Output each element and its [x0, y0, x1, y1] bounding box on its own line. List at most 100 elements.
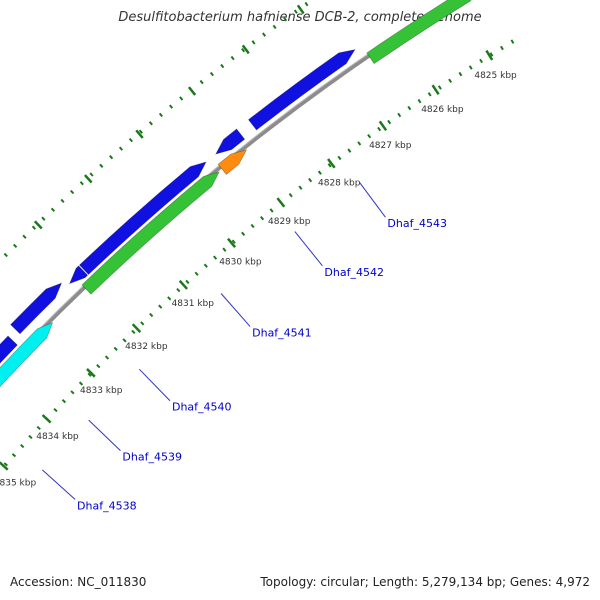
scale-minor-tick — [510, 39, 515, 44]
scale-label: 4828 kbp — [318, 178, 361, 188]
scale-minor-tick — [347, 148, 352, 153]
scale-minor-tick — [288, 193, 293, 198]
scale-major-tick — [0, 461, 9, 471]
scale-minor-tick — [489, 52, 494, 57]
gene-callout-line — [42, 469, 76, 500]
scale-major-tick — [41, 414, 52, 424]
scale-minor-tick — [437, 85, 442, 90]
gene-arrow-green — [366, 0, 472, 64]
gene-arrow-blue — [69, 265, 88, 284]
outer-minor-tick — [230, 55, 235, 61]
gene-arrow-blue — [79, 162, 206, 275]
scale-minor-tick — [357, 141, 362, 146]
scale-minor-tick — [367, 134, 372, 139]
outer-minor-tick — [199, 79, 204, 85]
scale-minor-tick — [87, 372, 92, 377]
scale-minor-tick — [78, 381, 84, 386]
scale-minor-tick — [269, 208, 274, 213]
scale-minor-tick — [500, 45, 504, 51]
scale-minor-tick — [241, 231, 246, 237]
outer-minor-tick — [272, 24, 277, 30]
scale-major-tick — [86, 368, 96, 378]
scale-minor-tick — [448, 78, 453, 84]
scale-minor-tick — [131, 329, 136, 334]
scale-major-tick — [431, 84, 440, 96]
scale-major-tick — [485, 49, 494, 61]
gene-callout-line — [294, 231, 323, 267]
outer-minor-tick — [13, 243, 18, 248]
outer-major-tick — [135, 129, 144, 139]
outer-minor-tick — [179, 96, 184, 101]
scale-major-tick — [227, 237, 237, 248]
outer-minor-tick — [70, 189, 75, 195]
gene-callout-line — [358, 181, 386, 218]
scale-minor-tick — [176, 287, 181, 293]
outer-minor-tick — [50, 207, 56, 212]
outer-minor-tick — [220, 63, 225, 69]
scale-minor-tick — [140, 321, 145, 326]
scale-minor-tick — [28, 434, 33, 440]
scale-minor-tick — [203, 263, 208, 268]
gene-callout-line — [88, 419, 121, 451]
map-title: Desulfitobacterium hafniense DCB-2, comp… — [118, 10, 482, 25]
genome-backbone — [0, 0, 458, 376]
outer-minor-tick — [304, 1, 309, 7]
outer-minor-tick — [3, 252, 8, 258]
scale-minor-tick — [298, 185, 303, 190]
scale-label: 4835 kbp — [0, 479, 36, 489]
scale-minor-tick — [397, 112, 402, 118]
accession-label: Accession: NC_011830 — [10, 575, 147, 589]
scale-minor-tick — [113, 346, 118, 352]
gene-arrow-edge — [217, 149, 248, 176]
genome-summary: Topology: circular; Length: 5,279,134 bp… — [260, 575, 590, 589]
scale-minor-tick — [308, 177, 313, 183]
outer-minor-tick — [262, 32, 267, 37]
scale-label: 4831 kbp — [172, 299, 215, 309]
scale-major-tick — [276, 197, 286, 208]
outer-major-tick — [187, 86, 197, 96]
scale-minor-tick — [3, 462, 8, 467]
scale-minor-tick — [417, 98, 422, 104]
scale-minor-tick — [479, 58, 484, 64]
scale-minor-tick — [387, 119, 392, 125]
scale-minor-tick — [36, 425, 41, 431]
scale-label: 4829 kbp — [268, 217, 311, 227]
scale-label: 4834 kbp — [36, 432, 79, 442]
outer-minor-tick — [22, 234, 27, 239]
genome-backbone-highlight — [0, 0, 452, 371]
outer-minor-tick — [41, 216, 46, 221]
outer-minor-tick — [89, 172, 94, 177]
gene-label: Dhaf_4539 — [122, 451, 182, 464]
outer-minor-tick — [209, 71, 214, 77]
scale-minor-tick — [53, 407, 58, 413]
scale-minor-tick — [96, 363, 101, 369]
outer-minor-tick — [283, 17, 288, 22]
outer-minor-tick — [148, 121, 153, 126]
gene-label: Dhaf_4538 — [77, 499, 137, 512]
scale-minor-tick — [149, 312, 154, 318]
outer-major-tick — [241, 44, 250, 55]
scale-minor-tick — [104, 355, 110, 360]
scale-major-tick — [327, 158, 336, 169]
outer-minor-tick — [138, 129, 143, 134]
outer-minor-tick — [251, 40, 256, 45]
gene-arrow-blue — [0, 335, 18, 364]
gene-callout-line — [138, 368, 171, 402]
scale-minor-tick — [222, 247, 227, 252]
gene-arrow-edge — [366, 0, 472, 65]
scale-minor-tick — [158, 304, 163, 309]
scale-minor-tick — [250, 223, 255, 229]
outer-minor-tick — [169, 104, 174, 109]
outer-minor-tick — [293, 9, 298, 14]
gene-label: Dhaf_4541 — [252, 327, 312, 340]
scale-minor-tick — [468, 65, 473, 70]
scale-minor-tick — [231, 239, 236, 244]
outer-minor-tick — [118, 146, 124, 151]
gene-arrow-blue — [10, 283, 62, 334]
gene-arrow-edge — [215, 128, 246, 155]
gene-label: Dhaf_4542 — [324, 266, 384, 279]
scale-minor-tick — [407, 105, 412, 111]
scale-minor-tick — [213, 255, 218, 260]
outer-minor-tick — [60, 198, 65, 204]
